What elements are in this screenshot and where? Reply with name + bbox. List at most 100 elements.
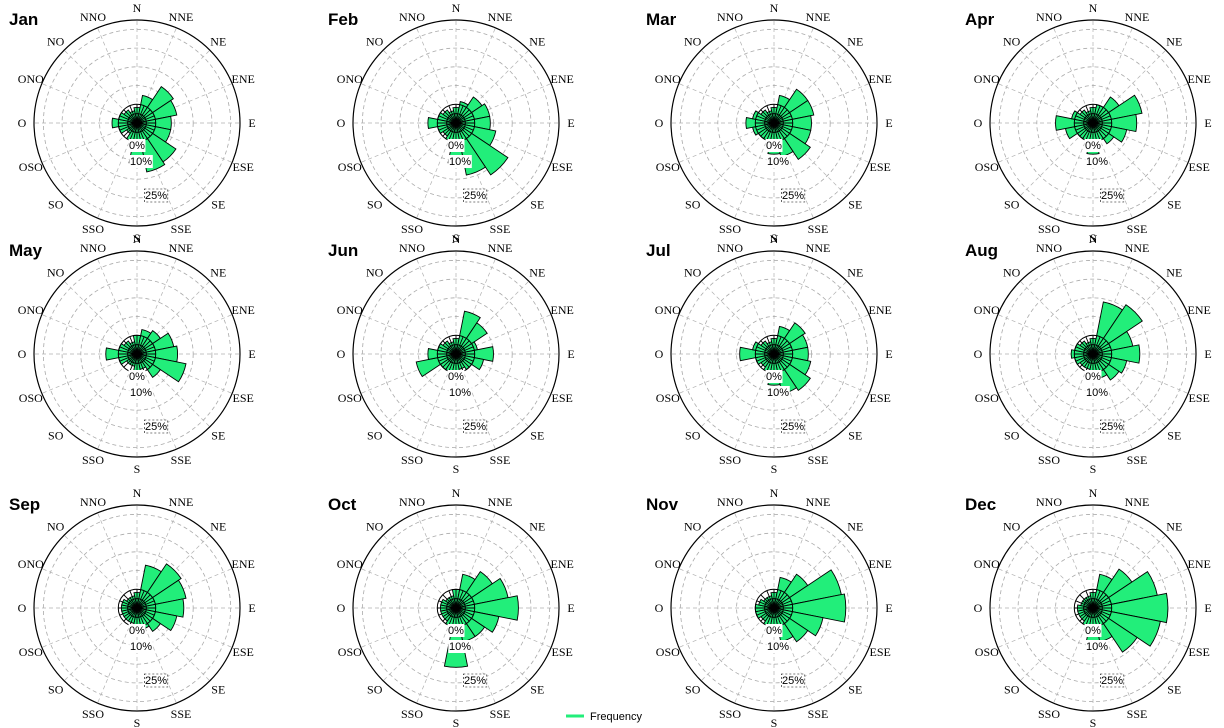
direction-label: NNO (1036, 10, 1062, 24)
bar-E (1092, 344, 1141, 364)
center-spoke (136, 109, 151, 124)
direction-label: S (771, 231, 778, 245)
ring-label-box (448, 640, 472, 653)
center-spoke (773, 122, 788, 137)
direction-label: NO (1003, 266, 1021, 280)
center-spoke (773, 122, 792, 131)
center-spoke (442, 607, 457, 622)
direction-label: ONO (974, 72, 1000, 86)
direction-label: NNO (399, 10, 425, 24)
direction-label: SO (48, 197, 64, 211)
ring-label-box (766, 640, 790, 653)
direction-label: SO (48, 682, 64, 696)
bar-E (773, 593, 847, 623)
center-spoke (773, 353, 782, 372)
center-spoke (773, 594, 788, 609)
wind-rose-panel: Apr N NNE NE ENE E ESE SE SSE S SSO SO OSO O ONO NO NNO 0… (965, 1, 1212, 245)
center-spoke (129, 122, 138, 141)
panel-title: Jul (646, 241, 671, 260)
direction-label: NE (847, 35, 863, 49)
center-spoke (119, 346, 138, 355)
bar-ENE (136, 579, 187, 609)
direction-label: NE (847, 266, 863, 280)
center-spoke (1075, 115, 1094, 124)
direction-label: OSO (975, 391, 999, 405)
grid-circle (61, 278, 213, 430)
center-spoke (756, 346, 775, 355)
ring-label-box (128, 139, 146, 152)
center-spoke (773, 607, 782, 626)
ring-label-box (129, 640, 153, 653)
center-spoke (455, 122, 470, 137)
center-spoke (1092, 600, 1111, 609)
direction-label: SE (848, 682, 862, 696)
center-spoke (756, 353, 775, 362)
outer-circle (33, 19, 241, 227)
center-spoke (1085, 607, 1094, 626)
direction-label: E (567, 116, 574, 130)
panel-title: Nov (646, 495, 679, 514)
direction-label: E (885, 347, 892, 361)
ring-label: 0% (129, 625, 145, 637)
direction-label: NNE (806, 10, 831, 24)
center-spoke (760, 353, 775, 368)
legend-label: Frequency (590, 711, 642, 723)
center-spoke (1092, 122, 1111, 131)
bar-E (136, 598, 185, 618)
ring-label-box (765, 139, 783, 152)
center-spoke (773, 109, 788, 124)
direction-label: E (1204, 347, 1211, 361)
ring-label: 10% (767, 156, 789, 168)
direction-label: N (770, 232, 779, 246)
direction-label: NE (1166, 520, 1182, 534)
center-spoke (766, 607, 775, 626)
direction-label: SSO (719, 453, 741, 467)
wind-rose-panel: Jan N NNE NE ENE E ESE SE SSE S SSO SO OSO O ONO NO NNO 0… (9, 1, 256, 245)
direction-label: O (974, 601, 983, 615)
center-spoke (773, 105, 782, 124)
ring-label: 10% (767, 387, 789, 399)
direction-label: SE (211, 428, 225, 442)
center-spoke (455, 336, 464, 355)
direction-label: ONO (18, 557, 44, 571)
center-spoke (773, 600, 792, 609)
ring-label: 0% (448, 140, 464, 152)
direction-label: E (248, 116, 255, 130)
direction-label: ONO (337, 72, 363, 86)
direction-label: S (1090, 716, 1097, 728)
panels-group: JanNNNENEENEEESESESSESSSOSOOSOOONONONNO0… (9, 1, 1212, 728)
center-spoke (438, 353, 457, 362)
direction-label: SE (530, 197, 544, 211)
center-spoke (123, 594, 138, 609)
ring-label: 0% (1085, 625, 1101, 637)
grid-circle (698, 532, 850, 684)
outer-circle (352, 504, 560, 712)
direction-label: O (18, 116, 27, 130)
bar-ENE (136, 99, 178, 124)
wind-rose-panel: Nov N NNE NE ENE E ESE SE SSE S SSO SO OSO O ONO NO NNO 0… (646, 486, 893, 728)
direction-label: O (18, 347, 27, 361)
direction-label: SSO (1038, 222, 1060, 236)
direction-label: SSE (171, 222, 192, 236)
direction-label: NE (210, 520, 226, 534)
direction-label: SO (685, 197, 701, 211)
direction-label: N (133, 232, 142, 246)
direction-label: NNE (169, 241, 194, 255)
ring-label: 25% (1101, 675, 1123, 687)
center-spoke (1092, 607, 1101, 626)
center-spoke (1092, 122, 1107, 137)
direction-label: ENE (551, 557, 574, 571)
ring-label-box (1085, 386, 1109, 399)
ring-label: 25% (464, 421, 486, 433)
direction-label: SO (367, 682, 383, 696)
outer-circle (989, 19, 1197, 227)
direction-label: NE (1166, 266, 1182, 280)
direction-label: ESE (552, 391, 573, 405)
direction-label: NE (210, 35, 226, 49)
center-spoke (1092, 109, 1107, 124)
direction-label: NO (47, 266, 65, 280)
center-spoke (760, 594, 775, 609)
direction-label: ESE (870, 645, 891, 659)
direction-label: SSO (401, 453, 423, 467)
direction-label: SSE (1127, 222, 1148, 236)
